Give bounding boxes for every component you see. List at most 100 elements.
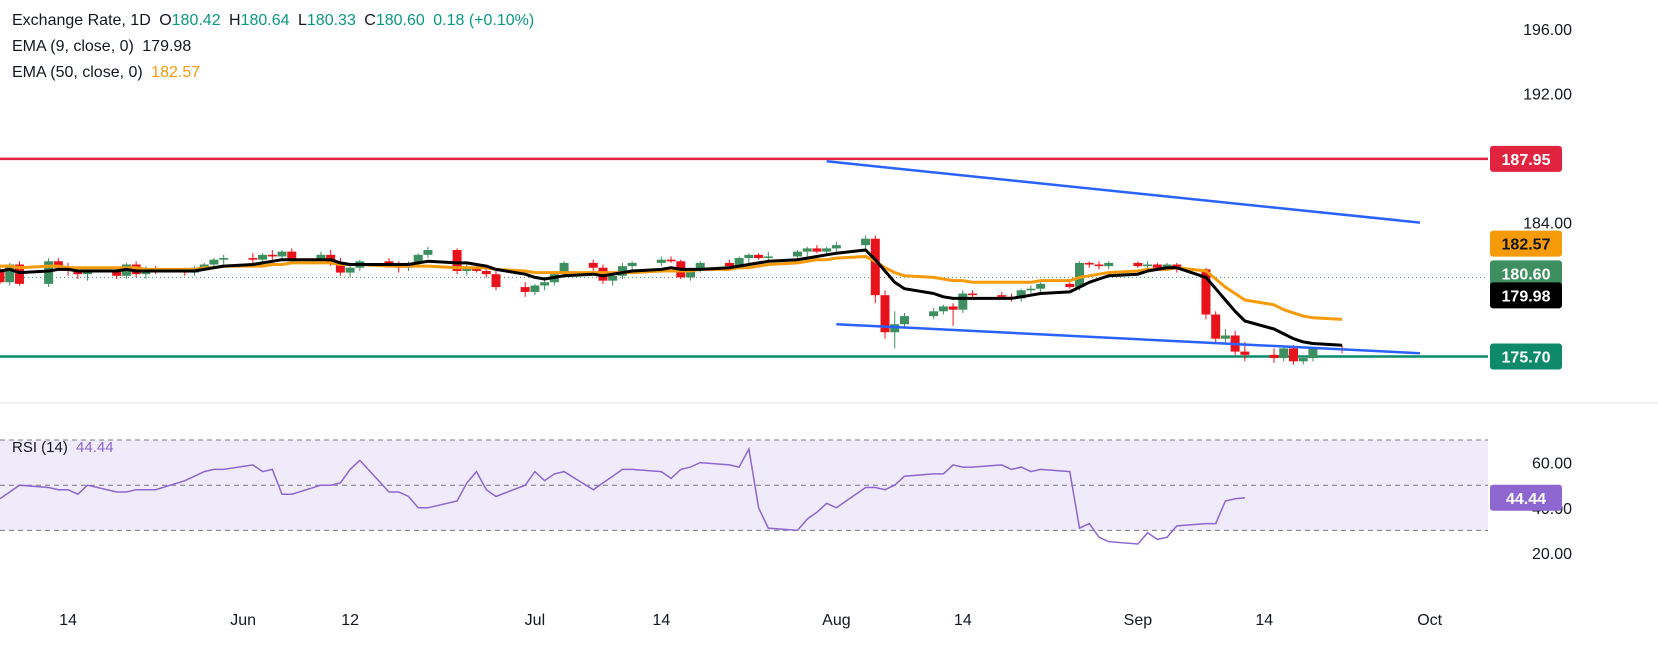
rsi-badge-label: 44.44 (1506, 491, 1546, 508)
candle-body (0, 269, 5, 283)
rsi-line (0, 446, 1245, 545)
close-badge-label: 180.60 (1502, 266, 1551, 283)
date-tick-label: 14 (954, 612, 972, 629)
candle-body (472, 267, 482, 271)
candle-body (559, 262, 569, 275)
candle-body (345, 267, 355, 273)
date-tick-label: Oct (1417, 612, 1442, 629)
candle-body (627, 262, 637, 267)
resistance-badge-label: 187.95 (1502, 152, 1551, 169)
candle-body (734, 258, 744, 267)
close-badge (1490, 260, 1562, 287)
rsi-label: RSI (14) (12, 439, 68, 456)
ema9-legend: EMA (9, close, 0) 179.98 (12, 38, 191, 56)
candle-body (112, 270, 122, 276)
candle-body (44, 261, 54, 284)
high-value: 180.64 (240, 12, 290, 29)
ohlc-legend: Exchange Rate, 1D O180.42 H180.64 L180.3… (12, 12, 534, 30)
candle-body (248, 258, 258, 260)
candle-body (695, 262, 705, 270)
candle-body (588, 262, 598, 268)
candle-body (899, 316, 909, 325)
candle-body (1133, 262, 1143, 267)
candle-body (462, 267, 472, 271)
candle-body (258, 254, 268, 260)
rsi-badge (1490, 484, 1562, 511)
candle-body (1162, 264, 1172, 268)
candle-body (617, 266, 627, 276)
ema9-badge-label: 179.98 (1502, 288, 1551, 305)
candle-body (812, 248, 822, 252)
candle-body (1298, 358, 1308, 362)
candle-body (1288, 348, 1298, 362)
open-label: O (159, 12, 172, 29)
candle-body (656, 259, 666, 263)
candle-body (958, 293, 968, 310)
price-tick-label: 196.00 (1523, 22, 1572, 39)
candle-body (540, 282, 550, 286)
candle-body (1026, 288, 1036, 291)
candle-body (1094, 264, 1104, 267)
candle-body (1143, 264, 1153, 267)
date-tick-label: Jun (230, 612, 256, 629)
candle-body (754, 254, 764, 259)
rsi-legend-value: 44.44 (76, 439, 114, 456)
candle-body (287, 251, 297, 260)
candle-body (53, 261, 63, 268)
date-tick-label: 14 (652, 612, 670, 629)
legend-title: Exchange Rate, 1D (12, 12, 151, 29)
change-value: 0.18 (433, 12, 465, 29)
candle-body (1269, 354, 1279, 359)
candle-body (929, 311, 939, 317)
channel-upper-line (826, 160, 1421, 224)
candle-body (481, 270, 491, 275)
candle-body (530, 285, 540, 292)
candle-body (870, 238, 880, 296)
candle-body (83, 270, 93, 275)
candle-body (792, 251, 802, 257)
date-tick-label: 14 (59, 612, 77, 629)
candle-body (277, 251, 287, 257)
ema9-label: EMA (9, close, 0) (12, 38, 134, 55)
candle-body (938, 306, 948, 312)
candle-body (423, 250, 433, 255)
date-tick-label: 14 (1255, 612, 1273, 629)
candle-body (131, 264, 141, 275)
candle-body (1084, 262, 1094, 265)
candle-body (666, 259, 676, 262)
low-value: 180.33 (306, 12, 356, 29)
support-badge-label: 175.70 (1502, 349, 1551, 366)
date-tick-label: Sep (1124, 612, 1153, 629)
high-label: H (229, 12, 241, 29)
candle-body (219, 258, 229, 260)
candle-body (686, 269, 696, 278)
channel-lower-line (836, 322, 1420, 355)
candle-body (335, 262, 345, 273)
candle-body (948, 306, 958, 310)
candle-body (384, 261, 394, 265)
candle-body (413, 254, 423, 263)
candle-body (267, 254, 277, 257)
candle-body (1220, 335, 1230, 339)
price-tick-label: 184.00 (1523, 216, 1572, 233)
candle-body (1308, 348, 1318, 359)
candle-body (491, 274, 501, 288)
ema9-value: 179.98 (142, 38, 192, 55)
price-tick-label: 192.00 (1523, 87, 1572, 104)
candle-body (822, 248, 832, 252)
ema50-label: EMA (50, close, 0) (12, 64, 143, 81)
candle-body (1279, 348, 1289, 359)
support-badge (1490, 343, 1562, 370)
candle-body (520, 287, 530, 292)
date-tick-label: Jul (525, 612, 545, 629)
candle-body (763, 256, 773, 259)
resistance-badge (1490, 145, 1562, 172)
candle-body (744, 254, 754, 259)
rsi-tick-label: 60.00 (1532, 456, 1572, 473)
ema50-badge-label: 182.57 (1502, 237, 1551, 254)
candle-body (1104, 262, 1114, 267)
date-tick-label: 12 (341, 612, 359, 629)
ema50-badge (1490, 230, 1562, 257)
open-value: 180.42 (171, 12, 221, 29)
